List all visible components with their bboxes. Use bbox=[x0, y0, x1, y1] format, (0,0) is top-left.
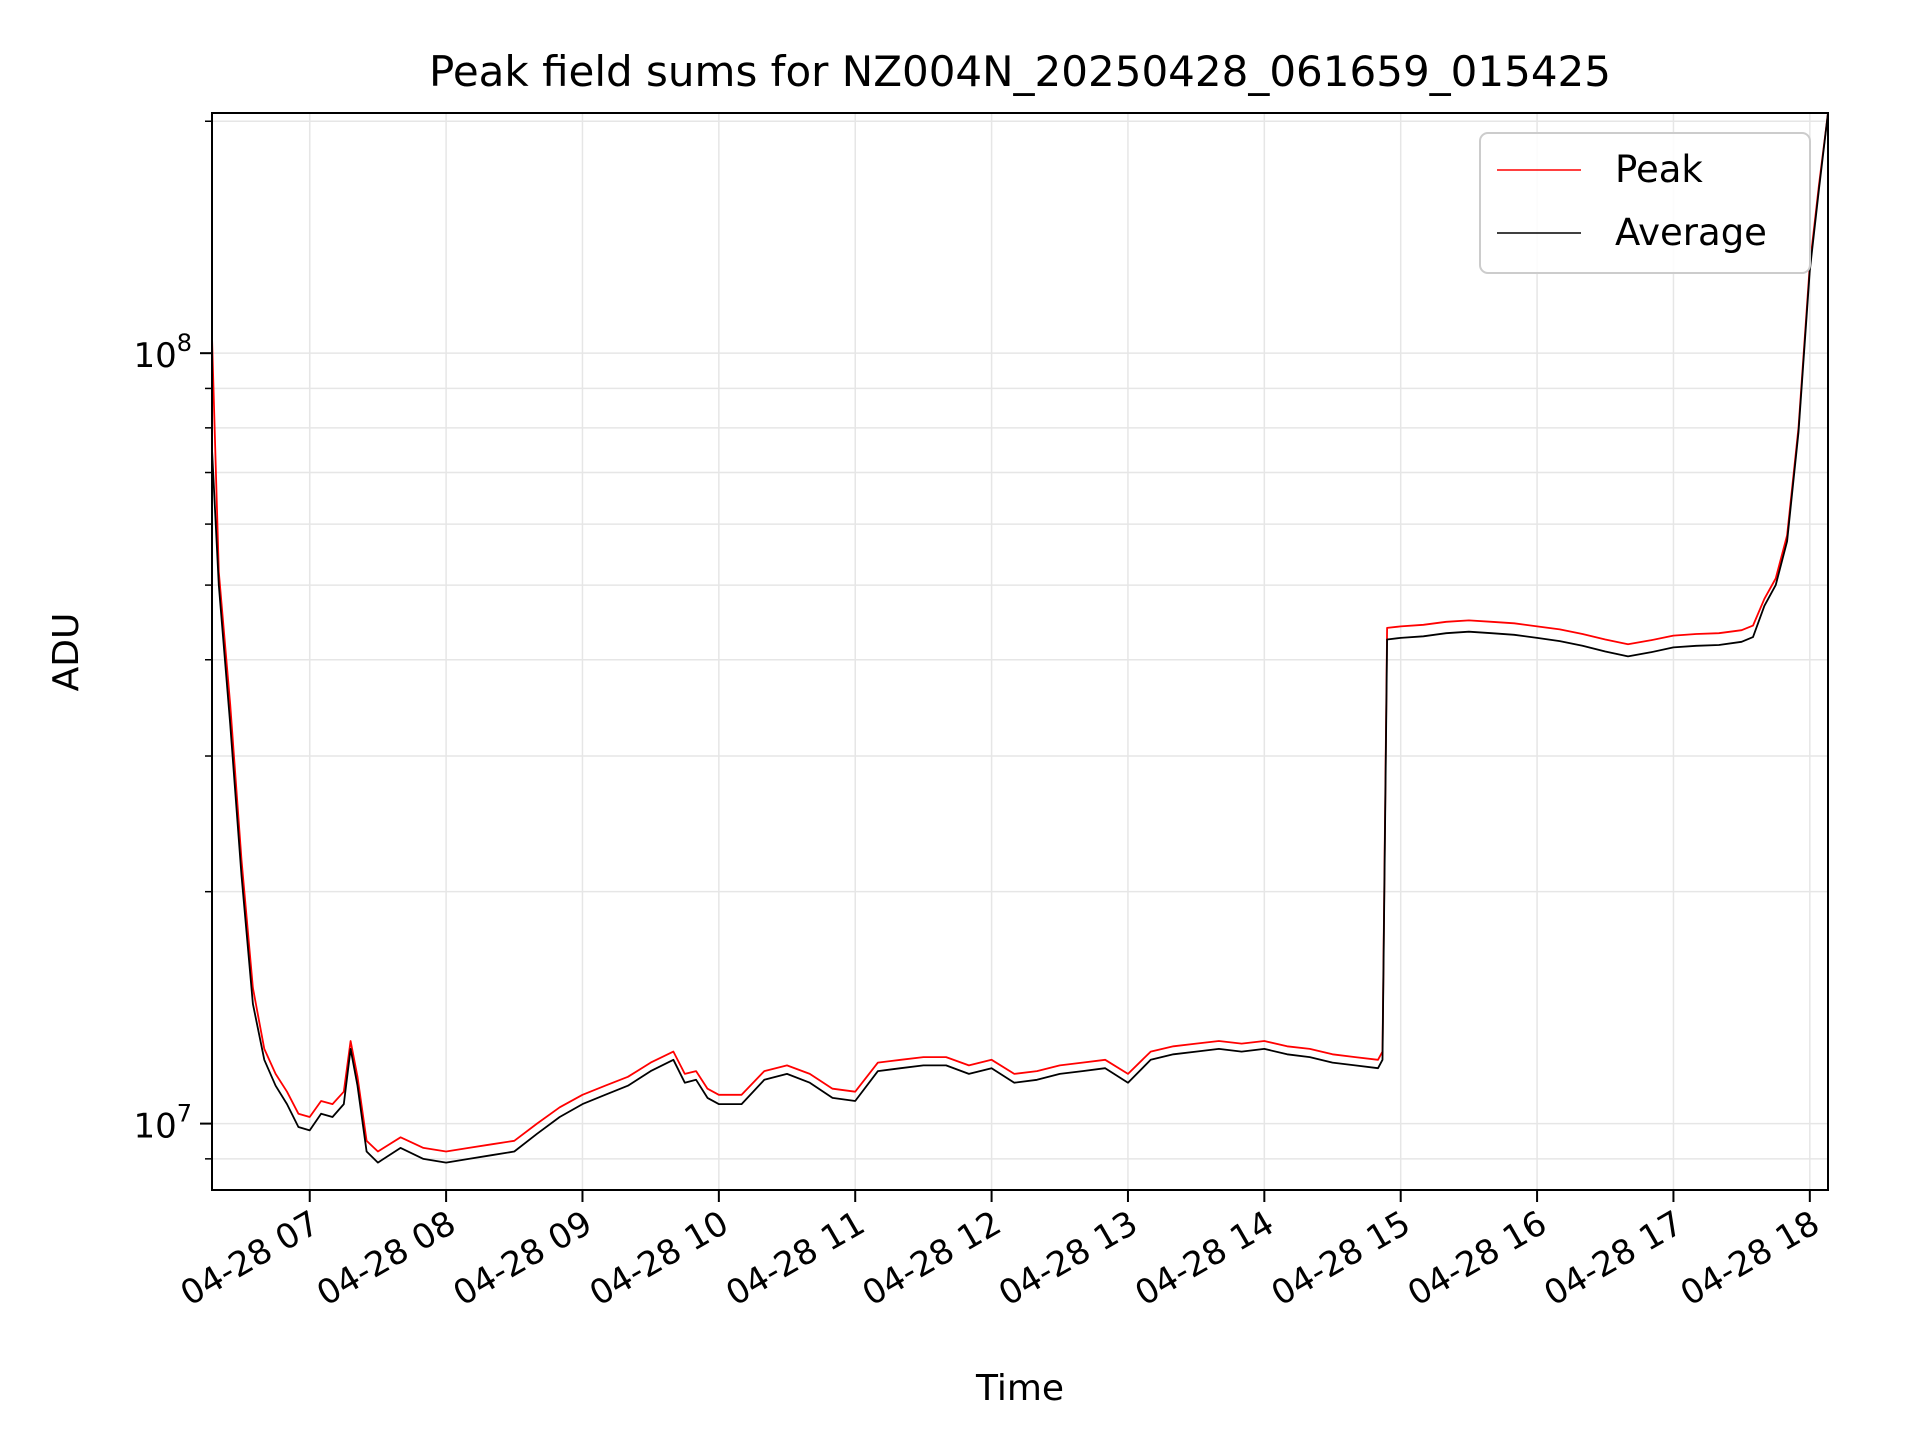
y-axis-label: ADU bbox=[46, 613, 87, 692]
x-tick-label: 04-28 12 bbox=[856, 1203, 1008, 1314]
x-tick-label: 04-28 14 bbox=[1128, 1203, 1280, 1314]
series-line-peak bbox=[211, 112, 1829, 1153]
legend-box bbox=[1479, 132, 1811, 274]
x-tick-label: 04-28 18 bbox=[1674, 1203, 1826, 1314]
x-tick-label: 04-28 07 bbox=[174, 1203, 326, 1314]
series-layer bbox=[211, 112, 1829, 1164]
x-tick-label: 04-28 10 bbox=[583, 1203, 735, 1314]
x-tick-label: 04-28 08 bbox=[310, 1203, 462, 1314]
y-tick-label: 108 bbox=[133, 329, 192, 376]
x-axis-label: Time bbox=[975, 1368, 1064, 1409]
x-tick-label: 04-28 13 bbox=[992, 1203, 1144, 1314]
grid-lines bbox=[212, 113, 1828, 1190]
x-tick-label: 04-28 17 bbox=[1538, 1203, 1690, 1314]
y-tick-label: 107 bbox=[133, 1100, 192, 1147]
legend: Peak Average bbox=[1479, 132, 1811, 274]
legend-label-peak: Peak bbox=[1615, 148, 1703, 191]
legend-label-average: Average bbox=[1615, 211, 1767, 254]
x-tick-label: 04-28 11 bbox=[719, 1203, 871, 1314]
chart-title: Peak field sums for NZ004N_20250428_0616… bbox=[429, 47, 1611, 96]
x-tick-label: 04-28 09 bbox=[447, 1203, 599, 1314]
x-tick-label: 04-28 15 bbox=[1265, 1203, 1417, 1314]
plot-frame bbox=[211, 112, 1829, 1191]
series-line-average bbox=[211, 112, 1829, 1164]
x-tick-label: 04-28 16 bbox=[1401, 1203, 1553, 1314]
y-axis-ticks: 107 108 bbox=[133, 120, 212, 1160]
